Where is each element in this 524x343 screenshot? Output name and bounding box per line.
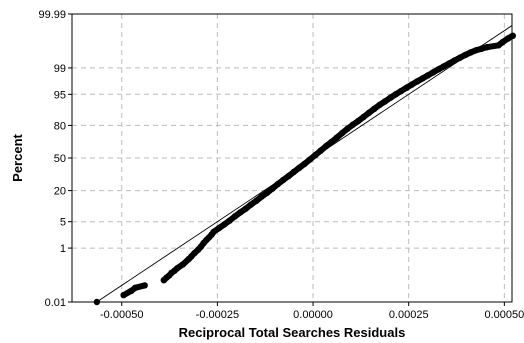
data-point xyxy=(467,49,474,56)
data-point xyxy=(317,147,324,154)
data-point xyxy=(253,197,260,204)
x-tick-label: -0.00025 xyxy=(196,309,239,321)
axis-ticks xyxy=(68,13,505,306)
x-tick-label: -0.00050 xyxy=(100,309,143,321)
data-points xyxy=(93,32,516,306)
data-point xyxy=(413,78,421,85)
data-point xyxy=(429,69,437,76)
data-point xyxy=(381,98,389,105)
data-point xyxy=(397,87,405,95)
data-point xyxy=(365,109,373,117)
data-point xyxy=(280,176,287,184)
data-point xyxy=(312,151,319,159)
data-point xyxy=(141,282,148,289)
data-point xyxy=(462,51,469,59)
data-point xyxy=(221,221,228,228)
data-point xyxy=(344,125,351,132)
x-tick-label: 0.00050 xyxy=(484,309,524,321)
data-point xyxy=(120,291,127,299)
data-point xyxy=(371,105,378,113)
data-point xyxy=(131,284,139,292)
data-point xyxy=(269,185,276,192)
x-tick-label: 0.00000 xyxy=(293,309,333,321)
x-tick-label: 0.00025 xyxy=(389,309,429,321)
data-point xyxy=(456,54,464,61)
grid-lines xyxy=(72,14,512,302)
data-point xyxy=(301,160,308,168)
y-tick-labels: 0.01 1 5 20 50 80 95 99 99.99 xyxy=(38,9,66,309)
y-tick-label: 99 xyxy=(54,63,66,75)
data-point xyxy=(354,117,362,125)
data-point xyxy=(179,261,187,268)
data-point xyxy=(419,75,426,82)
data-point xyxy=(376,101,383,109)
fit-line xyxy=(95,24,512,302)
y-axis-title: Percent xyxy=(10,133,25,181)
data-point xyxy=(483,43,491,51)
data-point xyxy=(322,142,330,150)
data-point xyxy=(446,60,453,67)
y-tick-label: 1 xyxy=(60,243,66,255)
data-point xyxy=(231,213,239,220)
data-point xyxy=(296,164,303,172)
data-point xyxy=(424,72,432,79)
data-point xyxy=(440,63,448,70)
data-point xyxy=(174,265,181,272)
data-point xyxy=(333,134,340,141)
x-axis-title: Reciprocal Total Searches Residuals xyxy=(179,325,406,340)
y-tick-label: 99.99 xyxy=(38,9,66,21)
y-tick-label: 0.01 xyxy=(45,297,66,309)
data-point xyxy=(360,113,367,121)
data-point xyxy=(306,156,314,163)
data-point xyxy=(478,45,485,53)
reference-line xyxy=(95,24,512,302)
y-tick-label: 50 xyxy=(54,153,66,165)
x-tick-labels: -0.00050 -0.00025 0.00000 0.00025 0.00050 xyxy=(100,309,524,321)
data-point xyxy=(451,57,458,64)
data-point xyxy=(328,138,335,146)
y-tick-label: 80 xyxy=(54,120,66,132)
y-tick-label: 20 xyxy=(54,186,66,198)
data-point xyxy=(285,172,292,180)
data-point xyxy=(247,201,255,208)
data-point xyxy=(226,217,233,224)
data-point xyxy=(472,47,480,54)
data-point xyxy=(258,193,265,200)
data-point xyxy=(242,205,249,212)
data-point xyxy=(435,66,442,73)
data-point xyxy=(215,224,223,232)
y-tick-label: 5 xyxy=(60,217,66,229)
data-point xyxy=(349,121,357,128)
data-point xyxy=(392,91,399,98)
data-point xyxy=(210,228,217,236)
data-point xyxy=(403,84,410,92)
data-point xyxy=(237,209,244,216)
data-point xyxy=(263,189,271,196)
data-point xyxy=(387,94,394,101)
data-point xyxy=(509,32,516,40)
data-point xyxy=(274,180,282,188)
data-point xyxy=(499,39,506,46)
data-point xyxy=(338,129,346,137)
data-point xyxy=(408,81,415,88)
data-point xyxy=(290,168,298,176)
y-tick-label: 95 xyxy=(54,89,66,101)
